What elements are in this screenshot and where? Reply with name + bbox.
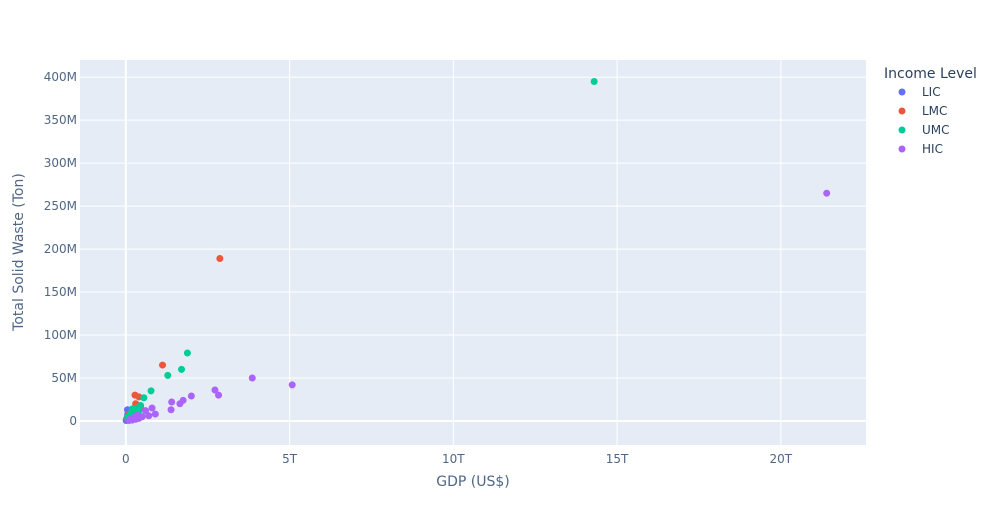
y-tick-label: 50M — [51, 371, 77, 385]
data-point-hic[interactable] — [127, 415, 135, 423]
data-point-hic[interactable] — [176, 400, 184, 408]
data-point-umc[interactable] — [178, 365, 186, 373]
data-point-hic[interactable] — [215, 391, 223, 399]
y-tick-label: 100M — [44, 328, 77, 342]
legend-label-lic[interactable]: LIC — [922, 85, 941, 99]
legend-marker-lmc[interactable] — [898, 107, 906, 115]
legend-label-hic[interactable]: HIC — [922, 142, 943, 156]
legend-marker-hic[interactable] — [898, 145, 906, 153]
data-points — [122, 77, 831, 425]
y-tick-label: 350M — [44, 113, 77, 127]
legend-marker-lic[interactable] — [898, 88, 906, 96]
x-tick-label: 15T — [606, 452, 629, 466]
data-point-umc[interactable] — [147, 387, 155, 395]
y-tick-label: 150M — [44, 285, 77, 299]
data-point-hic[interactable] — [187, 392, 195, 400]
grid-lines — [80, 60, 866, 445]
plot-area — [80, 60, 866, 445]
x-tick-label: 20T — [770, 452, 793, 466]
x-axis-title: GDP (US$) — [436, 474, 510, 490]
legend: Income Level LIC LMC UMC HIC — [884, 66, 977, 156]
y-tick-label: 0 — [69, 414, 77, 428]
legend-marker-umc[interactable] — [898, 126, 906, 134]
data-point-hic[interactable] — [168, 398, 176, 406]
x-tick-label: 0 — [122, 452, 130, 466]
legend-label-lmc[interactable]: LMC — [922, 104, 947, 118]
data-point-umc[interactable] — [590, 77, 598, 85]
y-axis-ticks: 0 50M 100M 150M 200M 250M 300M 350M 400M — [44, 70, 77, 428]
data-point-hic[interactable] — [248, 374, 256, 382]
data-point-umc[interactable] — [140, 394, 148, 402]
data-point-hic[interactable] — [288, 381, 296, 389]
y-tick-label: 200M — [44, 242, 77, 256]
y-tick-label: 400M — [44, 70, 77, 84]
data-point-hic[interactable] — [823, 189, 831, 197]
data-point-hic[interactable] — [167, 406, 175, 414]
data-point-hic[interactable] — [142, 407, 149, 415]
legend-label-umc[interactable]: UMC — [922, 123, 950, 137]
data-point-hic[interactable] — [145, 412, 153, 420]
data-point-hic[interactable] — [151, 410, 159, 418]
data-point-hic[interactable] — [211, 386, 219, 394]
x-axis-ticks: 0 5T 10T 15T 20T — [122, 452, 793, 466]
data-point-umc[interactable] — [183, 349, 191, 357]
x-tick-label: 5T — [282, 452, 298, 466]
data-point-umc[interactable] — [164, 371, 172, 379]
data-point-lmc[interactable] — [216, 255, 224, 263]
y-tick-label: 250M — [44, 199, 77, 213]
data-point-lmc[interactable] — [159, 361, 167, 369]
x-tick-label: 10T — [442, 452, 465, 466]
data-point-hic[interactable] — [148, 404, 156, 412]
y-axis-title: Total Solid Waste (Ton) — [11, 173, 27, 332]
y-tick-label: 300M — [44, 156, 77, 170]
legend-title: Income Level — [884, 66, 977, 82]
